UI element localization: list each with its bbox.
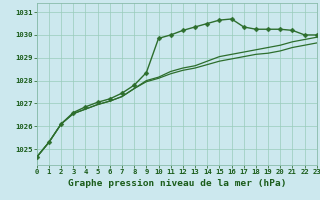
X-axis label: Graphe pression niveau de la mer (hPa): Graphe pression niveau de la mer (hPa) [68,179,286,188]
